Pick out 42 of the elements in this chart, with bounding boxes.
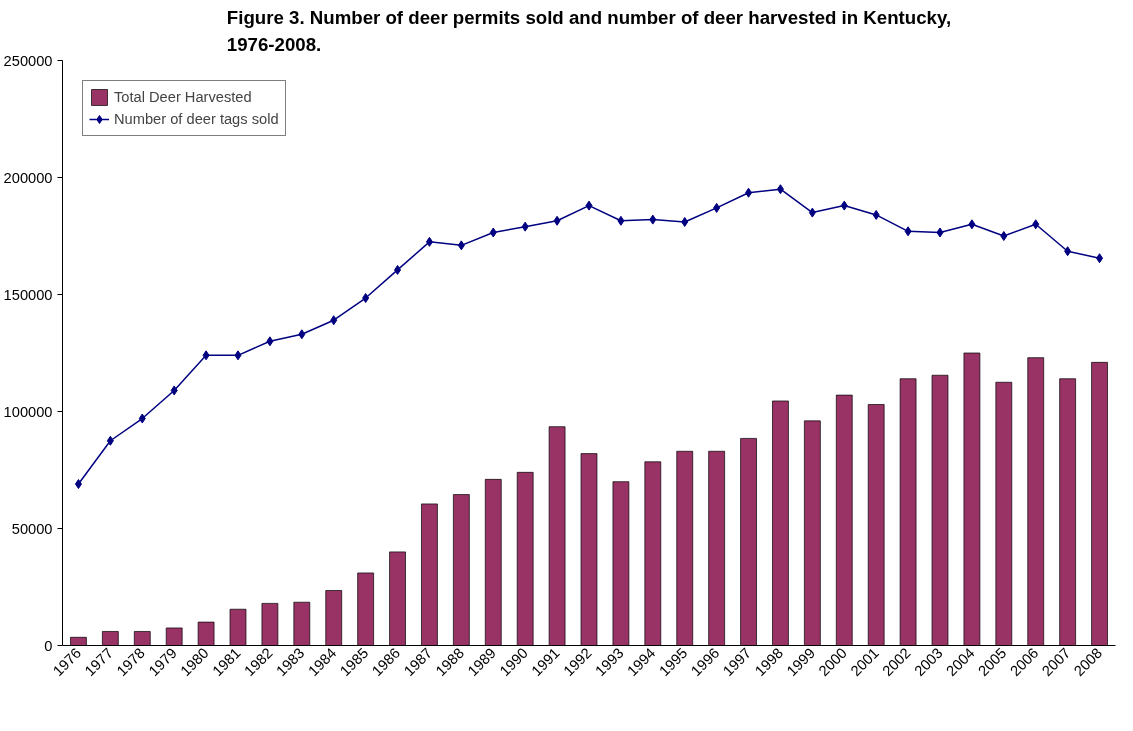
point [840, 200, 848, 211]
point [713, 202, 721, 213]
point [521, 221, 529, 232]
point [553, 215, 561, 226]
point [1032, 219, 1040, 230]
legend-label: Number of deer tags sold [114, 111, 279, 127]
point [745, 187, 753, 198]
point [489, 227, 497, 238]
point [936, 227, 944, 238]
chart-title: Figure 3. Number of deer permits sold and number of deer harvested in Kentucky, 1976-2008. [226, 7, 952, 56]
point [394, 264, 402, 275]
point [74, 479, 82, 490]
point [649, 214, 657, 225]
point [872, 209, 880, 220]
y-tick-label: 150000 [3, 286, 53, 303]
point [425, 236, 433, 247]
point [1096, 253, 1104, 264]
point [266, 336, 274, 347]
y-tick-label: 50000 [11, 520, 53, 537]
point [202, 350, 210, 361]
y-tick-label: 100000 [3, 403, 53, 420]
point [1000, 231, 1008, 241]
point [457, 240, 465, 251]
point [234, 350, 242, 361]
y-tick-label: 200000 [3, 169, 53, 186]
point [904, 226, 912, 237]
point [106, 435, 114, 446]
point [585, 200, 593, 211]
point [1064, 246, 1072, 257]
point [617, 215, 625, 226]
point [776, 184, 784, 195]
point [681, 216, 689, 227]
point [968, 219, 976, 230]
point [138, 413, 146, 424]
y-tick-label: 250000 [3, 52, 53, 69]
point [170, 385, 178, 396]
point [298, 329, 306, 340]
point [362, 293, 370, 304]
legend-label: Total Deer Harvested [114, 89, 252, 105]
point [330, 315, 338, 326]
y-tick-label: 0 [44, 637, 53, 654]
point [808, 207, 816, 218]
